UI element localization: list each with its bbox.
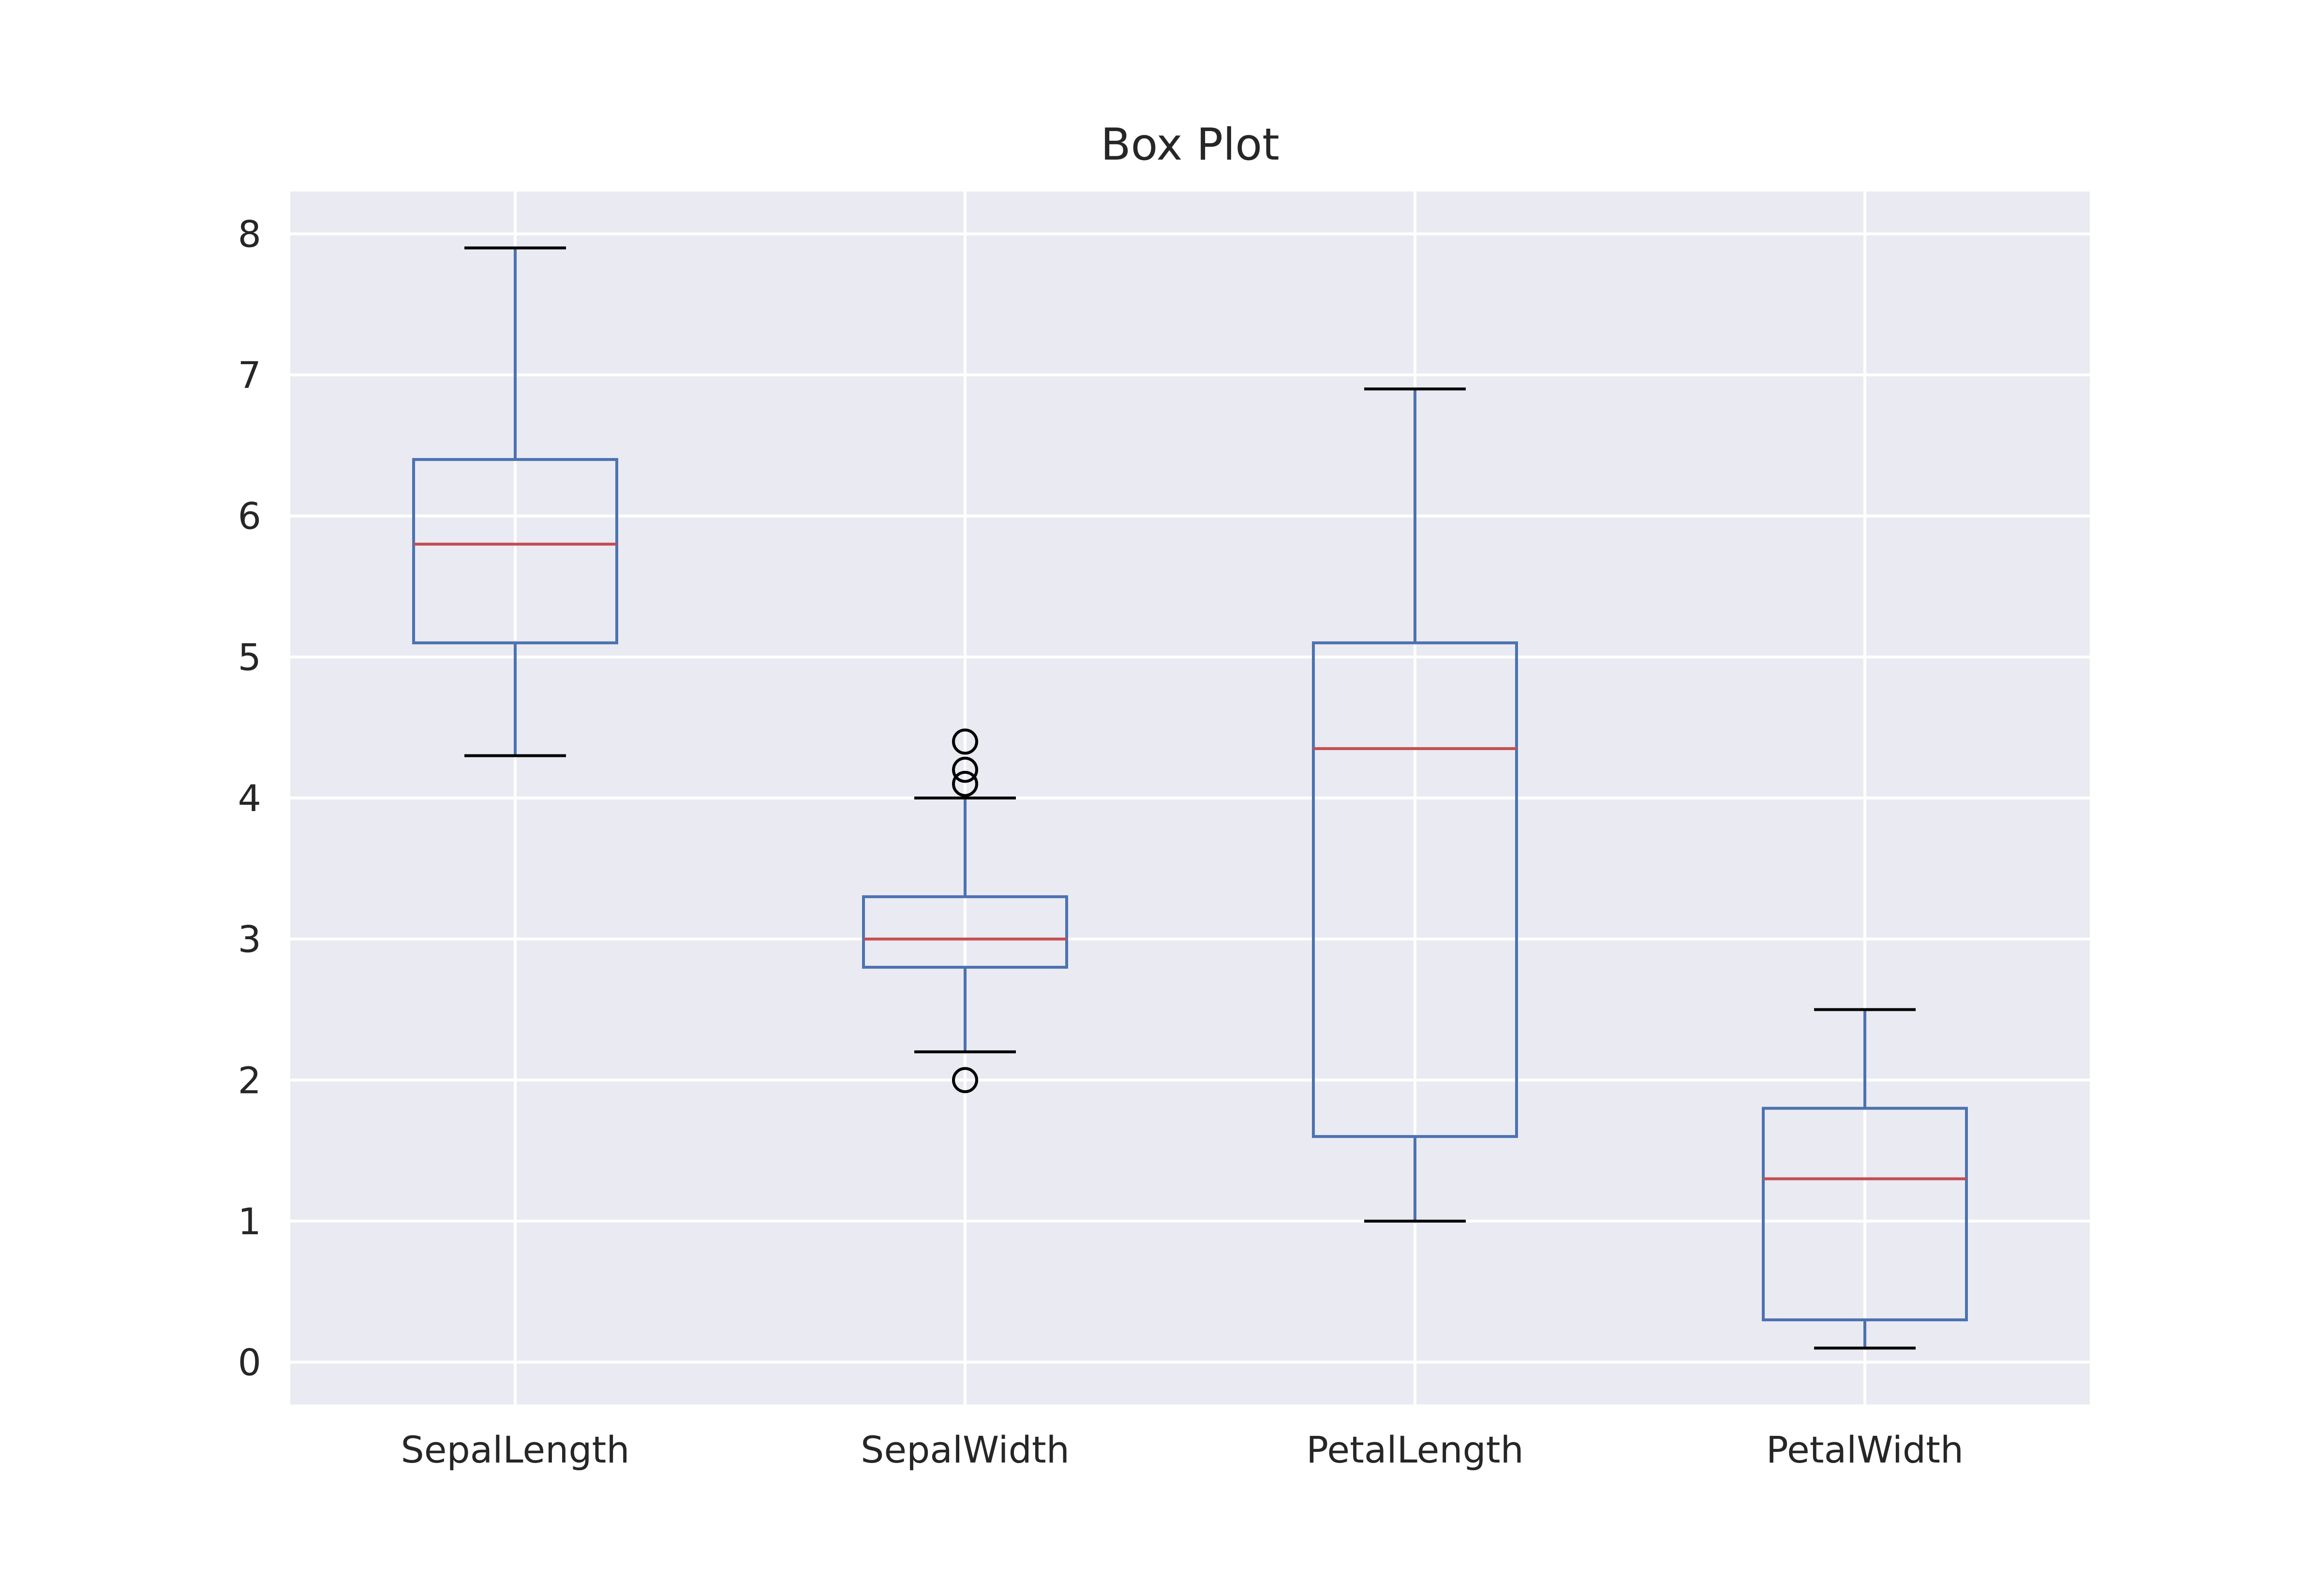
box-iqr: [862, 895, 1068, 969]
y-tick-label: 0: [238, 1341, 261, 1384]
x-tick-label: SepalLength: [401, 1428, 629, 1471]
outlier-point: [952, 756, 978, 783]
y-tick-label: 7: [238, 354, 261, 397]
y-tick-label: 6: [238, 495, 261, 538]
box-iqr: [1312, 641, 1518, 1138]
box-petalwidth: [1762, 1008, 1968, 1350]
y-tick-label: 3: [238, 918, 261, 961]
box-sepallength: [412, 246, 618, 757]
y-tick-label: 5: [238, 635, 261, 679]
box-sepalwidth: [862, 728, 1068, 1094]
box-iqr: [1762, 1107, 1968, 1322]
box-iqr: [412, 458, 618, 645]
y-tick-label: 2: [238, 1059, 261, 1102]
y-axis-ticks: 0 1 2 3 4 5 6 7 8: [238, 212, 261, 1384]
outlier-point: [952, 728, 978, 755]
x-axis-ticks: SepalLength SepalWidth PetalLength PetalWid…: [401, 1428, 1964, 1471]
chart-title: Box Plot: [1101, 119, 1280, 170]
grid-lines: [290, 192, 2090, 1404]
x-tick-label: SepalWidth: [861, 1428, 1070, 1471]
y-tick-label: 1: [238, 1200, 261, 1243]
x-tick-label: PetalLength: [1306, 1428, 1524, 1471]
y-tick-label: 4: [238, 777, 261, 820]
x-tick-label: PetalWidth: [1766, 1428, 1964, 1471]
box-petallength: [1312, 387, 1518, 1223]
outlier-point: [952, 770, 978, 797]
outlier-point: [952, 1067, 978, 1094]
boxes: [412, 246, 1968, 1350]
y-tick-label: 8: [238, 212, 261, 255]
